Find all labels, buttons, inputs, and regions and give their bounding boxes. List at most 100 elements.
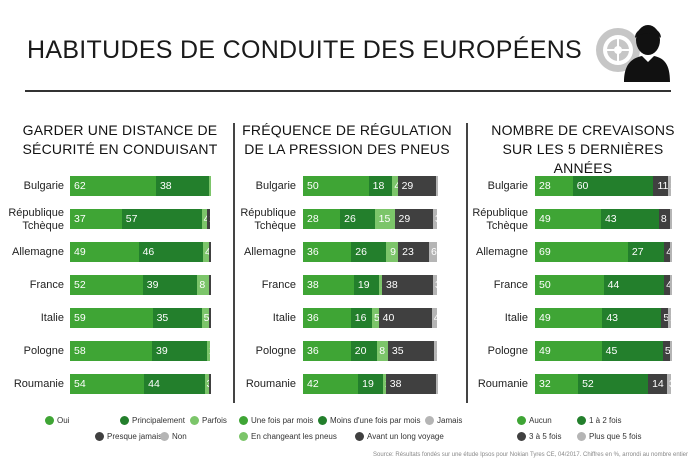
bar-segment <box>208 176 211 196</box>
data-label: 5 <box>373 312 380 324</box>
bar-segment: 23 <box>398 242 430 262</box>
data-label: 15 <box>378 213 391 225</box>
data-label: 49 <box>539 213 551 225</box>
bar-segment: 26 <box>340 209 376 229</box>
category-label: République Tchèque <box>8 207 64 232</box>
bar-segment: 1 <box>435 176 438 196</box>
legend-label: Moins d'une fois par mois <box>330 416 421 425</box>
data-label: 59 <box>74 312 86 324</box>
category-label: Roumanie <box>245 378 296 390</box>
category-label: France <box>261 279 296 291</box>
data-label: 58 <box>74 345 86 357</box>
category-label: Allemagne <box>476 246 528 258</box>
data-label: 42 <box>307 378 319 390</box>
category-label: Italie <box>504 312 528 324</box>
bar-segment: 54 <box>70 374 145 394</box>
data-label: 20 <box>354 345 367 357</box>
data-label: 2 <box>436 345 437 357</box>
data-label: 19 <box>357 279 370 291</box>
bar-segment: 29 <box>397 176 437 196</box>
category-label: Roumanie <box>477 378 528 390</box>
bar-segment: 36 <box>303 341 352 361</box>
bar-segment: 19 <box>353 275 380 295</box>
data-label: 4 <box>203 213 208 225</box>
bar-segment: 5 <box>371 308 380 328</box>
category-label: France <box>29 279 64 291</box>
bar-segment: 43 <box>600 209 660 229</box>
data-label: 52 <box>582 378 594 390</box>
category-label: Roumanie <box>13 378 64 390</box>
data-label: 26 <box>355 246 367 258</box>
data-label: 29 <box>398 213 411 225</box>
data-label: 38 <box>389 378 402 390</box>
legend-label: Aucun <box>529 416 552 425</box>
data-label: 62 <box>74 180 86 192</box>
bar-segment: 57 <box>121 209 202 229</box>
bar-segment: 8 <box>377 341 389 361</box>
bar-segment: 50 <box>535 275 605 295</box>
data-label: 3 <box>207 378 210 390</box>
bar-segment: 1 <box>208 275 211 295</box>
panel-title-crevaisons: NOMBRE DE CREVAISONS SUR LES 5 DERNIÈRES… <box>491 122 675 176</box>
legend-swatch <box>355 432 364 441</box>
data-label: 52 <box>74 279 86 291</box>
bar-segment: 43 <box>602 308 662 328</box>
legend-label: Jamais <box>437 416 463 425</box>
data-label: 2 <box>670 312 671 324</box>
bar-segment: 1 <box>208 374 211 394</box>
data-label: 16 <box>354 312 367 324</box>
bar-segment: 36 <box>303 242 352 262</box>
data-label: 49 <box>539 312 551 324</box>
category-label: République Tchèque <box>472 207 528 232</box>
legend-label: Plus que 5 fois <box>589 432 642 441</box>
category-label: Bulgarie <box>255 180 296 192</box>
bar-segment: 4 <box>203 242 209 262</box>
category-label: Italie <box>272 312 296 324</box>
legend-label: Oui <box>57 416 70 425</box>
bar-segment: 1 <box>208 242 211 262</box>
data-label: 27 <box>631 246 644 258</box>
bar-segment: 1 <box>208 308 211 328</box>
bar-segment: 27 <box>627 242 665 262</box>
bar-segment: 4 <box>664 242 671 262</box>
bar-segment: 1 <box>669 209 672 229</box>
bar-segment: 60 <box>572 176 654 196</box>
bar-segment: 39 <box>142 275 198 295</box>
legend-swatch <box>160 432 169 441</box>
legend-label: Avant un long voyage <box>367 432 444 441</box>
data-label: 57 <box>125 213 138 225</box>
legend-label: Une fois par mois <box>251 416 314 425</box>
bar-segment: 3 <box>666 374 672 394</box>
bar-segment: 38 <box>382 275 434 295</box>
category-label: Bulgarie <box>487 180 528 192</box>
data-label: 44 <box>148 378 160 390</box>
bar-segment: 39 <box>152 341 208 361</box>
bar-segment: 2 <box>668 176 672 196</box>
bar-segment: 11 <box>653 176 669 196</box>
data-label: 5 <box>664 345 671 357</box>
bar-segment: 38 <box>385 374 437 394</box>
bar-segment: 3 <box>433 209 438 229</box>
data-label: 2 <box>385 378 386 390</box>
bar-segment: 3 <box>432 275 438 295</box>
bar-segment: 29 <box>394 209 434 229</box>
data-label: 9 <box>390 246 396 258</box>
data-label: 44 <box>607 279 620 291</box>
driver-icon <box>596 25 670 82</box>
data-label: 5 <box>663 312 669 324</box>
bar-segment: 69 <box>535 242 629 262</box>
legend-swatch <box>577 432 586 441</box>
bar-segment: 28 <box>535 176 574 196</box>
legend-label: 3 à 5 fois <box>529 432 562 441</box>
data-label: 36 <box>307 246 319 258</box>
data-label: 29 <box>401 180 414 192</box>
bar-segment: 35 <box>152 308 202 328</box>
category-label: Allemagne <box>244 246 296 258</box>
data-label: 39 <box>156 345 168 357</box>
bar-segment: 1 <box>669 242 672 262</box>
bar-segment: 52 <box>70 275 144 295</box>
category-label: Bulgarie <box>23 180 64 192</box>
data-label: 3 <box>669 378 671 390</box>
data-label: 35 <box>391 345 404 357</box>
bar-segment: 1 <box>669 341 672 361</box>
